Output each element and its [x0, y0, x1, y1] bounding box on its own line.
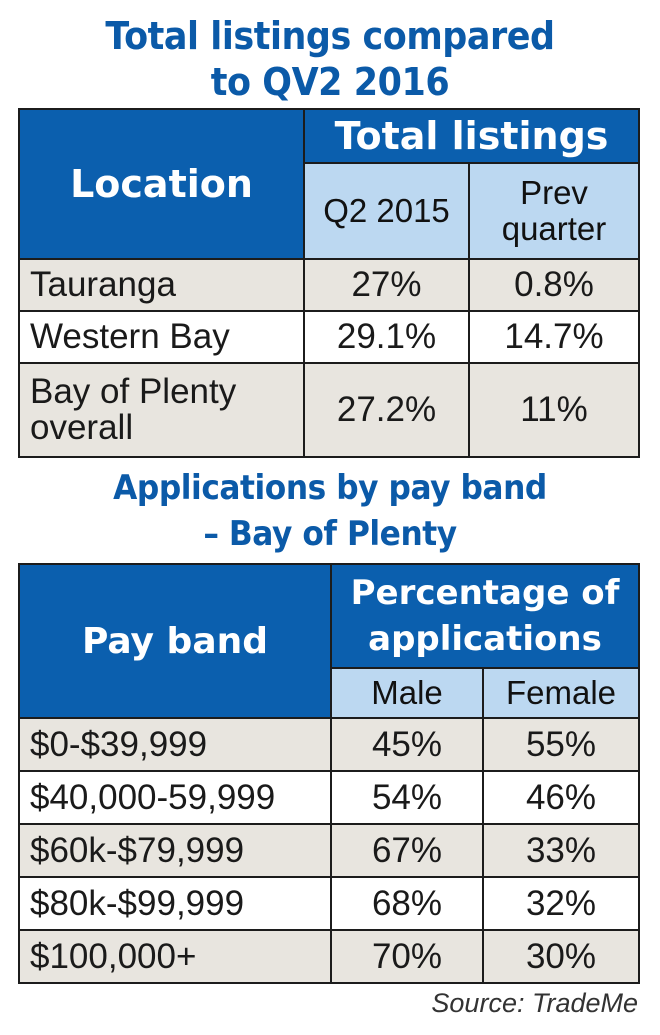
row-label: $100,000+ — [18, 929, 332, 984]
header-percentage-line2: applications — [368, 619, 602, 659]
header-prev-quarter-line1: Prev — [520, 174, 588, 211]
table2-title-line2: – Bay of Plenty — [203, 514, 457, 554]
row-label-line2: overall — [30, 408, 134, 447]
table-row: $60k-$79,999 67% 33% — [18, 823, 640, 878]
table-row: $40,000-59,999 54% 46% — [18, 770, 640, 825]
row-label: $80k-$99,999 — [18, 876, 332, 931]
header-total-listings: Total listings — [303, 108, 640, 164]
cell-male: 68% — [330, 876, 484, 931]
cell-male: 45% — [330, 717, 484, 772]
table1-title-line1: Total listings compared — [105, 14, 555, 58]
table-row: $0-$39,999 45% 55% — [18, 717, 640, 772]
cell-q2-2015: 29.1% — [303, 310, 470, 364]
cell-female: 46% — [482, 770, 640, 825]
table2-title-line1: Applications by pay band — [113, 468, 547, 508]
listings-table: Location Total listings Q2 2015 Prev qua… — [18, 108, 640, 458]
header-female: Female — [482, 667, 640, 719]
row-label-line1: Bay of Plenty — [30, 372, 237, 411]
row-label: $60k-$79,999 — [18, 823, 332, 878]
cell-male: 67% — [330, 823, 484, 878]
row-label: Bay of Plenty overall — [18, 362, 305, 458]
header-prev-quarter-line2: quarter — [501, 210, 607, 247]
table-row: $80k-$99,999 68% 32% — [18, 876, 640, 931]
cell-prev-quarter: 0.8% — [468, 258, 640, 312]
header-q2-2015: Q2 2015 — [303, 162, 470, 260]
cell-male: 54% — [330, 770, 484, 825]
row-label: Western Bay — [18, 310, 305, 364]
cell-female: 55% — [482, 717, 640, 772]
table-row: Western Bay 29.1% 14.7% — [18, 310, 640, 364]
header-male: Male — [330, 667, 484, 719]
table-row: $100,000+ 70% 30% — [18, 929, 640, 984]
cell-q2-2015: 27.2% — [303, 362, 470, 458]
cell-female: 30% — [482, 929, 640, 984]
payband-table: Pay band Percentage of applications Male… — [18, 563, 640, 984]
header-prev-quarter: Prev quarter — [468, 162, 640, 260]
cell-female: 33% — [482, 823, 640, 878]
table-row: Bay of Plenty overall 27.2% 11% — [18, 362, 640, 458]
header-location: Location — [18, 108, 305, 260]
header-percentage-line1: Percentage of — [350, 573, 620, 613]
table1-title-line2: to QV2 2016 — [210, 60, 450, 104]
header-percentage: Percentage of applications — [330, 563, 640, 669]
row-label: $0-$39,999 — [18, 717, 332, 772]
source-credit: Source: TradeMe — [431, 988, 638, 1018]
header-pay-band: Pay band — [18, 563, 332, 719]
cell-female: 32% — [482, 876, 640, 931]
cell-prev-quarter: 11% — [468, 362, 640, 458]
cell-prev-quarter: 14.7% — [468, 310, 640, 364]
cell-q2-2015: 27% — [303, 258, 470, 312]
row-label: $40,000-59,999 — [18, 770, 332, 825]
table-row: Tauranga 27% 0.8% — [18, 258, 640, 312]
row-label: Tauranga — [18, 258, 305, 312]
cell-male: 70% — [330, 929, 484, 984]
